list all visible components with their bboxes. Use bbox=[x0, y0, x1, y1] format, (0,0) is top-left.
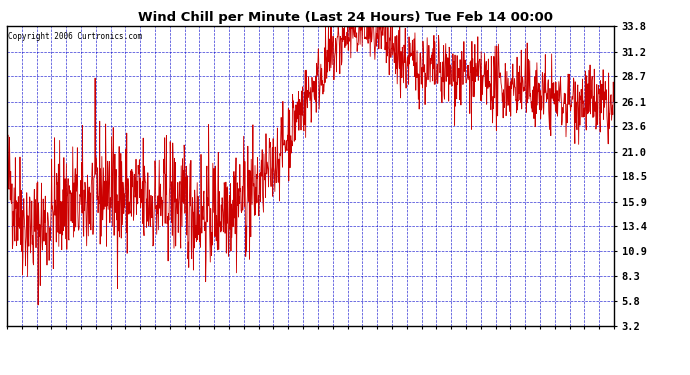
Text: 21:36: 21:36 bbox=[552, 328, 558, 350]
Text: 02:21: 02:21 bbox=[63, 328, 69, 350]
Text: 08:11: 08:11 bbox=[211, 328, 217, 350]
Text: 08:46: 08:46 bbox=[226, 328, 232, 350]
Text: 23:56: 23:56 bbox=[611, 328, 617, 350]
Text: 03:31: 03:31 bbox=[92, 328, 99, 350]
Text: 22:46: 22:46 bbox=[582, 328, 587, 350]
Text: 16:56: 16:56 bbox=[433, 328, 440, 350]
Text: 15:46: 15:46 bbox=[404, 328, 410, 350]
Text: 01:46: 01:46 bbox=[48, 328, 55, 350]
Text: 14:36: 14:36 bbox=[374, 328, 380, 350]
Text: 06:26: 06:26 bbox=[167, 328, 172, 350]
Text: 19:16: 19:16 bbox=[493, 328, 499, 350]
Text: 11:41: 11:41 bbox=[300, 328, 306, 350]
Text: Copyright 2006 Curtronics.com: Copyright 2006 Curtronics.com bbox=[8, 32, 142, 41]
Text: 09:56: 09:56 bbox=[256, 328, 262, 350]
Text: 11:06: 11:06 bbox=[285, 328, 291, 350]
Text: 12:51: 12:51 bbox=[330, 328, 336, 350]
Text: 01:11: 01:11 bbox=[34, 328, 39, 350]
Text: 09:21: 09:21 bbox=[241, 328, 247, 350]
Text: 00:01: 00:01 bbox=[4, 328, 10, 350]
Text: 13:26: 13:26 bbox=[344, 328, 351, 350]
Text: Wind Chill per Minute (Last 24 Hours) Tue Feb 14 00:00: Wind Chill per Minute (Last 24 Hours) Tu… bbox=[137, 11, 553, 24]
Text: 16:21: 16:21 bbox=[419, 328, 424, 350]
Text: 07:01: 07:01 bbox=[181, 328, 188, 350]
Text: 05:16: 05:16 bbox=[137, 328, 144, 350]
Text: 19:51: 19:51 bbox=[507, 328, 513, 350]
Text: 12:16: 12:16 bbox=[315, 328, 321, 350]
Text: 04:06: 04:06 bbox=[108, 328, 114, 350]
Text: 21:01: 21:01 bbox=[537, 328, 543, 350]
Text: 17:31: 17:31 bbox=[448, 328, 454, 350]
Text: 00:36: 00:36 bbox=[19, 328, 25, 350]
Text: 10:31: 10:31 bbox=[270, 328, 277, 350]
Text: 23:21: 23:21 bbox=[596, 328, 602, 350]
Text: 05:51: 05:51 bbox=[152, 328, 158, 350]
Text: 07:36: 07:36 bbox=[197, 328, 202, 350]
Text: 14:01: 14:01 bbox=[359, 328, 365, 350]
Text: 04:41: 04:41 bbox=[122, 328, 128, 350]
Text: 20:26: 20:26 bbox=[522, 328, 529, 350]
Text: 02:56: 02:56 bbox=[78, 328, 84, 350]
Text: 18:41: 18:41 bbox=[477, 328, 484, 350]
Text: 22:11: 22:11 bbox=[566, 328, 573, 350]
Text: 15:11: 15:11 bbox=[389, 328, 395, 350]
Text: 18:06: 18:06 bbox=[463, 328, 469, 350]
